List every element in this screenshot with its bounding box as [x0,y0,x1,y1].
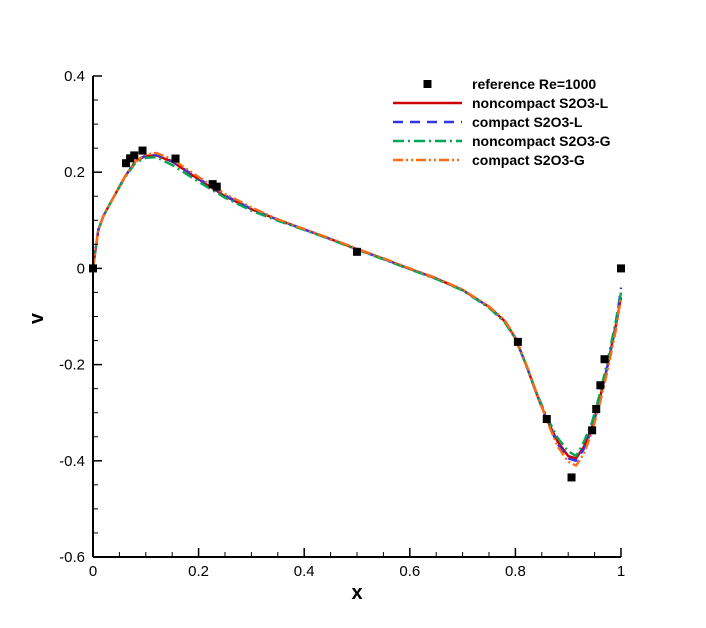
x-tick-label: 0.8 [505,563,526,580]
legend-label-compact-s2o3-g: compact S2O3-G [472,152,585,168]
legend-label-reference-re-1000: reference Re=1000 [472,76,596,92]
reference-data-point [567,473,576,482]
x-tick-label: 0.2 [188,563,209,580]
x-axis-title: x [351,582,362,604]
y-tick-label: -0.2 [59,357,85,374]
y-tick-label: 0 [77,260,85,277]
reference-data-point [542,415,551,424]
legend-label-compact-s2o3-l: compact S2O3-L [472,114,583,130]
y-tick-label: -0.6 [59,549,85,566]
reference-data-point [208,180,217,189]
reference-data-point [138,146,147,155]
x-tick-label: 0.6 [399,563,420,580]
y-axis-title: v [26,312,48,324]
y-tick-label: 0.2 [64,164,85,181]
reference-data-point [588,426,597,435]
legend-marker-reference-re-1000 [423,80,432,88]
reference-data-point [617,264,625,273]
reference-data-point [600,355,609,364]
legend: reference Re=1000 noncompact S2O3-L compac… [393,76,611,168]
ticks-layer: -0.6 -0.4 -0.2 0 0.2 0.4 0 0.2 0.4 0.6 0.8 1 [59,68,625,580]
reference-data-point [592,404,601,413]
reference-data-point [596,381,605,390]
y-tick-label: 0.4 [64,68,85,85]
reference-data-point [212,182,221,191]
x-tick-label: 0.4 [294,563,315,580]
legend-label-noncompact-s2o3-g: noncompact S2O3-G [472,133,611,149]
reference-data-point [353,247,361,256]
reference-data-point [513,337,522,346]
y-tick-label: -0.4 [59,453,85,470]
reference-data-point [171,154,180,163]
x-tick-label: 1 [617,563,625,580]
reference-data-point [122,159,130,168]
series-line-compact-s2o3-g [91,151,623,467]
reference-data-point [126,154,135,163]
x-tick-label: 0 [89,563,97,580]
reference-data-point [130,151,139,160]
legend-label-noncompact-s2o3-l: noncompact S2O3-L [472,95,609,111]
